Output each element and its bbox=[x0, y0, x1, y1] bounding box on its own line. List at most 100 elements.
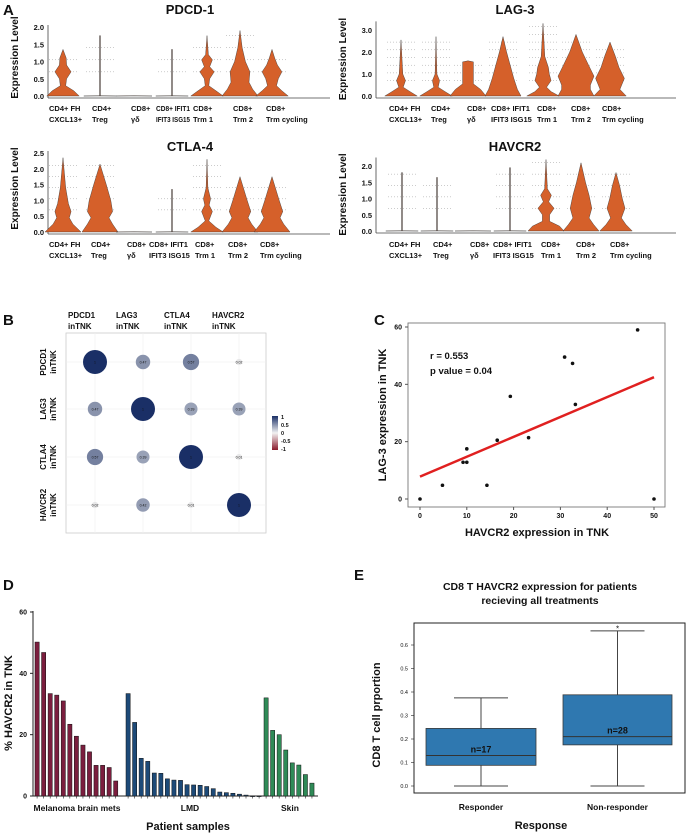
colorbar-tick: -0.5 bbox=[281, 439, 290, 445]
category-label: CD8+ bbox=[610, 240, 630, 249]
y-tick-label: 1.0 bbox=[362, 195, 372, 204]
category-label: CD4+ FH bbox=[49, 104, 80, 113]
y-tick-label: 0.0 bbox=[34, 92, 44, 101]
y-tick-label: 2.5 bbox=[34, 149, 44, 158]
category-label: Trm 2 bbox=[228, 251, 248, 260]
row-label: LAG3 inTNK bbox=[39, 397, 58, 421]
correlation-value: 0.57 bbox=[188, 361, 195, 365]
scatter-point bbox=[562, 355, 567, 359]
y-tick-label: 2.0 bbox=[34, 23, 44, 32]
correlation-value: 1 bbox=[142, 408, 144, 412]
bar bbox=[80, 744, 86, 797]
category-label: IFIT3 ISG15 bbox=[149, 251, 190, 260]
corr-matrix: PDCD1inTNKLAG3inTNKCTLA4inTNKHAVCR2inTNK… bbox=[39, 311, 290, 534]
category-label: CD8+ bbox=[571, 104, 591, 113]
y-tick-label: 40 bbox=[19, 671, 27, 678]
column-label: inTNK bbox=[164, 322, 188, 331]
x-tick-label: 30 bbox=[557, 513, 565, 520]
y-tick-label: 1.0 bbox=[362, 70, 372, 79]
scatter-point bbox=[652, 497, 656, 501]
bar bbox=[158, 773, 164, 797]
category-label: Treg bbox=[91, 251, 107, 260]
category-label: CD8+ bbox=[541, 240, 561, 249]
x-tick-label: 10 bbox=[463, 513, 471, 520]
category-label: CD8+ bbox=[131, 104, 151, 113]
bar bbox=[243, 794, 249, 797]
category-label: CD8+ IFIT1 bbox=[156, 104, 190, 113]
bar bbox=[87, 751, 92, 797]
x-tick-label: 0 bbox=[418, 513, 422, 520]
category-label: γδ bbox=[467, 115, 476, 124]
category-label: IFIT3 ISG15 bbox=[493, 251, 534, 260]
plot-frame bbox=[407, 322, 666, 508]
bar bbox=[138, 758, 144, 797]
category-label: Treg bbox=[92, 115, 108, 124]
correlation-value: 0.39 bbox=[188, 408, 195, 412]
chart-title: CD8 T HAVCR2 expression for patients bbox=[443, 581, 637, 593]
scatter-point bbox=[570, 361, 575, 366]
bar bbox=[67, 723, 73, 797]
panel-letter-b: B bbox=[3, 312, 14, 329]
panel-letter-a: A bbox=[3, 2, 14, 19]
correlation-circle bbox=[235, 358, 243, 366]
violin bbox=[557, 33, 595, 97]
bar bbox=[204, 786, 210, 797]
bar bbox=[165, 778, 170, 797]
category-label: CD8+ IFIT1 bbox=[149, 240, 188, 249]
violin bbox=[221, 176, 259, 233]
y-tick-label: 60 bbox=[394, 325, 402, 332]
x-tick-label: 40 bbox=[603, 513, 611, 520]
row-label-line: inTNK bbox=[49, 445, 58, 469]
violin bbox=[46, 48, 80, 97]
bar bbox=[125, 693, 131, 797]
violin bbox=[599, 171, 633, 232]
bar bbox=[237, 793, 242, 797]
bar bbox=[191, 784, 196, 797]
category-label: CD8+ bbox=[260, 240, 280, 249]
row-label: PDCD1 inTNK bbox=[39, 348, 58, 376]
y-axis-label: CD8 T cell prportion bbox=[371, 662, 383, 767]
correlation-circle bbox=[187, 501, 195, 509]
category-label: Trm cycling bbox=[610, 251, 652, 260]
category-label: Trm cycling bbox=[266, 115, 308, 124]
correlation-circle bbox=[232, 402, 246, 416]
correlation-value: 0.01 bbox=[236, 456, 243, 460]
category-label: Trm 1 bbox=[537, 115, 557, 124]
scatter-point bbox=[573, 402, 578, 407]
scatter-point bbox=[440, 483, 445, 488]
correlation-value: 0.42 bbox=[140, 504, 147, 508]
correlation-circle bbox=[135, 354, 151, 370]
violin-havcr2: HAVCR2 Expression Level 0.0 0.5 1.0 1.5 2.0 CD4… bbox=[338, 139, 676, 260]
correlation-value: 0.02 bbox=[92, 504, 99, 508]
chart-title: HAVCR2 bbox=[489, 139, 542, 154]
correlation-value: 0.01 bbox=[188, 504, 195, 508]
category-label: CD8+ bbox=[266, 104, 286, 113]
correlation-value: 0.39 bbox=[140, 456, 147, 460]
y-tick-label: 0 bbox=[398, 497, 402, 504]
category-label: CXCL13+ bbox=[49, 251, 83, 260]
correlation-value: 1 bbox=[94, 361, 96, 365]
box-cd8-havcr2: CD8 T HAVCR2 expression for patients reci… bbox=[371, 581, 686, 832]
row-label-line: PDCD1 bbox=[39, 348, 48, 376]
y-tick-label: 2.0 bbox=[362, 48, 372, 57]
correlation-value: 0.47 bbox=[140, 361, 147, 365]
x-tick-label: 50 bbox=[650, 513, 658, 520]
category-label: Trm 2 bbox=[576, 251, 596, 260]
bar bbox=[54, 694, 60, 797]
bar bbox=[184, 784, 190, 797]
bar bbox=[171, 779, 177, 797]
y-axis-label: LAG-3 expression in TNK bbox=[377, 349, 389, 482]
category-label: CD4+ bbox=[92, 104, 112, 113]
category-label: Trm 1 bbox=[193, 115, 213, 124]
y-tick-label: 20 bbox=[19, 732, 27, 739]
correlation-circle bbox=[182, 353, 200, 371]
column-label: LAG3 bbox=[116, 311, 138, 320]
correlation-circle bbox=[136, 450, 150, 464]
bar bbox=[151, 772, 157, 797]
category-label: CD8+ bbox=[576, 240, 596, 249]
y-tick-label: 0.0 bbox=[362, 92, 372, 101]
category-label: CD4+ FH bbox=[49, 240, 80, 249]
bar bbox=[289, 762, 295, 797]
y-tick-label: 40 bbox=[394, 382, 402, 389]
y-axis-label: Expression Level bbox=[338, 18, 349, 100]
